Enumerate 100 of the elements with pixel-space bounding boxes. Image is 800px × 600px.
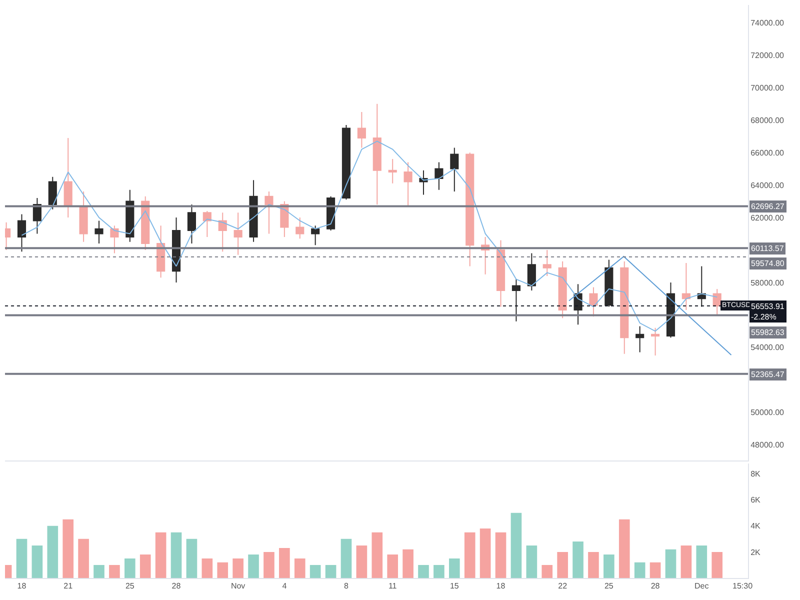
- candlestick: [172, 217, 181, 283]
- candlestick: [372, 103, 382, 206]
- candlestick: [202, 210, 212, 238]
- candlestick: [434, 162, 444, 190]
- bar: [542, 564, 553, 578]
- bar: [186, 538, 198, 578]
- candlestick: [496, 240, 506, 308]
- candlestick: [636, 326, 644, 353]
- bar: [217, 562, 228, 578]
- candlestick: [234, 212, 242, 256]
- bar: [279, 548, 290, 578]
- candlestick: [32, 198, 42, 234]
- y-tick-label: 68000.00: [750, 116, 785, 125]
- bar: [47, 526, 58, 578]
- candlestick: [296, 217, 304, 240]
- y-tick-label: 8K: [750, 470, 762, 479]
- candlestick: [249, 180, 258, 242]
- x-tick-label: 15: [450, 582, 460, 591]
- ref-line-label: 60113.57: [751, 244, 784, 253]
- candlestick: [357, 111, 366, 148]
- x-tick-label: 18: [496, 582, 506, 591]
- bar: [94, 564, 104, 578]
- ref-line-label: 52365.47: [751, 370, 785, 379]
- x-tick-label: Nov: [230, 582, 246, 591]
- y-tick-label: 62000.00: [750, 213, 785, 222]
- candlestick: [187, 204, 196, 244]
- candlestick: [64, 137, 72, 218]
- candlestick: [404, 162, 412, 207]
- bar: [526, 545, 538, 578]
- bar: [310, 564, 321, 578]
- candlestick: [94, 220, 104, 244]
- bar: [356, 545, 368, 578]
- candlestick: [450, 147, 459, 192]
- bar: [140, 554, 151, 578]
- candlestick: [589, 286, 598, 318]
- bar: [402, 549, 414, 578]
- y-tick-label: 64000.00: [750, 180, 785, 190]
- bar: [418, 564, 429, 578]
- y-tick-label: 58000.00: [750, 278, 785, 288]
- bar: [557, 552, 568, 578]
- bar: [572, 542, 584, 578]
- y-tick-label: 54000.00: [750, 343, 785, 352]
- bar: [16, 538, 28, 578]
- bar: [434, 564, 444, 578]
- y-tick-label: 6K: [750, 496, 762, 505]
- candlestick: [542, 249, 552, 276]
- bar: [340, 538, 352, 578]
- x-tick-label: 8: [344, 582, 350, 591]
- annotation: -2.28%: [751, 312, 776, 322]
- x-tick-label: 25: [604, 582, 614, 591]
- x-tick-label: 28: [172, 582, 182, 591]
- bar: [604, 554, 614, 578]
- candlestick: [697, 266, 706, 308]
- candlestick: [466, 152, 474, 267]
- candlestick: [126, 189, 134, 242]
- candlestick: [419, 170, 428, 196]
- candlestick: [48, 176, 57, 210]
- x-tick-label: 4: [282, 582, 288, 591]
- bar: [650, 562, 661, 578]
- candlestick: [651, 327, 660, 356]
- bar: [712, 552, 722, 578]
- bar: [264, 552, 274, 578]
- candlestick: [218, 212, 227, 252]
- x-tick-label: 22: [558, 582, 568, 591]
- candlestick: [388, 158, 397, 184]
- ref-line-label: 55982.63: [751, 328, 785, 337]
- bar: [62, 519, 74, 578]
- ref-line-label: 59574.80: [751, 259, 785, 268]
- bar: [170, 532, 182, 578]
- y-tick-label: 74000.00: [750, 18, 785, 28]
- x-tick-label: 15:30: [732, 582, 754, 591]
- x-tick-label: 18: [17, 582, 27, 591]
- bar: [124, 558, 136, 578]
- bar: [680, 545, 692, 578]
- y-tick-label: 2K: [750, 548, 762, 557]
- bar: [325, 564, 336, 578]
- candlestick: [342, 124, 351, 200]
- bar: [155, 532, 166, 578]
- line-series: [21, 140, 718, 332]
- candlestick: [620, 260, 629, 354]
- ref-line-label: 56553.91: [751, 302, 785, 311]
- bar: [510, 512, 522, 578]
- bar: [634, 562, 646, 578]
- ref-line-label: 62696.27: [751, 202, 785, 211]
- bar: [464, 532, 476, 578]
- candlestick: [79, 191, 88, 242]
- bar: [232, 558, 244, 578]
- bar: [78, 538, 89, 578]
- bar: [449, 558, 460, 578]
- y-tick-label: 66000.00: [750, 148, 785, 158]
- bar: [495, 532, 506, 578]
- bar: [387, 554, 398, 578]
- bar: [32, 545, 43, 578]
- x-tick-label: 11: [388, 582, 398, 591]
- candlestick: [604, 259, 614, 308]
- bar: [294, 558, 306, 578]
- y-tick-label: 48000.00: [750, 440, 785, 450]
- bar: [665, 549, 676, 578]
- candlestick: [17, 214, 26, 252]
- bar: [588, 552, 599, 578]
